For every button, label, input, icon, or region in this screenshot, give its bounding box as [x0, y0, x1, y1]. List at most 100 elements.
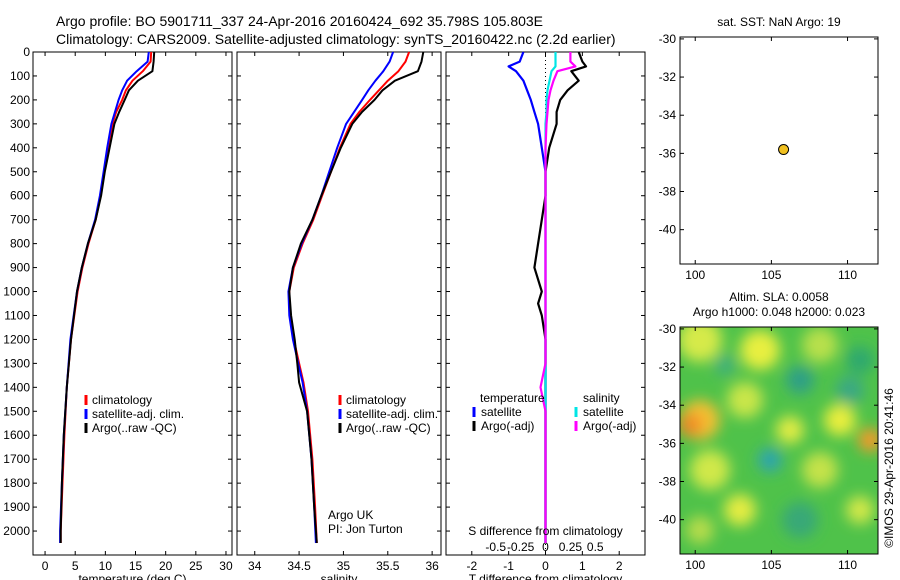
depth-tick-label: 1800 [3, 476, 30, 490]
depth-tick-label: 300 [10, 117, 30, 131]
depth-tick-label: 1400 [3, 380, 30, 394]
differences-legend-label: satellite [583, 405, 624, 419]
heatmap-base [680, 327, 878, 554]
position-xtick-label: 110 [838, 268, 857, 282]
differences-legend-header: temperature [480, 391, 545, 405]
differences-legend-header: salinity [583, 391, 620, 405]
salinity-xtick-label: 34.5 [287, 559, 311, 573]
depth-tick-label: 900 [10, 261, 30, 275]
heatmap-cell [802, 452, 838, 488]
heatmap-cell [680, 327, 722, 362]
depth-tick-label: 1900 [3, 500, 30, 514]
sla-ytick-label: -40 [659, 513, 677, 527]
heatmap-cell [690, 450, 730, 490]
plot-title-line2: Climatology: CARS2009. Satellite-adjuste… [56, 31, 616, 47]
heatmap-cell [782, 502, 818, 538]
heatmap-cell [802, 327, 838, 363]
temperature-legend-label: climatology [92, 393, 152, 407]
sla-ytick-label: -34 [659, 398, 677, 412]
salinity-legend-label: satellite-adj. clim. [346, 407, 438, 421]
heatmap-cell [724, 494, 756, 526]
temperature-legend-label: satellite-adj. clim. [92, 407, 184, 421]
salinity-series-1 [287, 51, 395, 544]
salinity-xlabel: salinity [321, 572, 358, 580]
temperature-xtick-label: 30 [219, 559, 233, 573]
depth-tick-label: 500 [10, 165, 30, 179]
differences-xtick-label: -2 [466, 559, 477, 573]
position-title: sat. SST: NaN Argo: 19 [717, 15, 841, 29]
temperature-xtick-label: 20 [159, 559, 173, 573]
heatmap-cell [836, 376, 864, 404]
heatmap-blobs [680, 327, 878, 544]
sla-heatmap [680, 327, 878, 554]
depth-tick-label: 0 [23, 45, 30, 59]
differences-xtick-label: 0 [542, 559, 549, 573]
depth-tick-label: 200 [10, 93, 30, 107]
differences-stick-label: -0.25 [507, 540, 535, 554]
heatmap-cell [686, 516, 714, 544]
position-ytick-label: -38 [659, 185, 677, 199]
position-xtick-label: 105 [761, 268, 781, 282]
differences-stick-label: 0.5 [587, 540, 604, 554]
heatmap-cell [776, 416, 804, 444]
position-ytick-label: -32 [659, 70, 677, 84]
temperature-series-0 [59, 51, 153, 543]
depth-tick-label: 1000 [3, 285, 30, 299]
salinity-annotation: PI: Jon Turton [328, 522, 403, 536]
depth-tick-label: 600 [10, 189, 30, 203]
salinity-legend-label: Argo(..raw -QC) [346, 421, 431, 435]
plot-title-line1: Argo profile: BO 5901711_337 24-Apr-2016… [56, 13, 544, 29]
heatmap-cell [758, 448, 782, 472]
differences-legend-label: satellite [481, 405, 522, 419]
depth-tick-label: 2000 [3, 524, 30, 538]
float-position-marker [778, 144, 790, 156]
sla-ytick-label: -38 [659, 475, 677, 489]
position-ytick-label: -30 [659, 32, 677, 46]
differences-legend-label: Argo(-adj) [583, 419, 636, 433]
heatmap-cell [846, 346, 874, 374]
depth-tick-label: 800 [10, 237, 30, 251]
salinity-xtick-label: 35 [337, 559, 351, 573]
temperature-xtick-label: 15 [129, 559, 143, 573]
depth-tick-label: 100 [10, 69, 30, 83]
temperature-xtick-label: 5 [72, 559, 79, 573]
differences-top-xlabel: S difference from climatology [468, 524, 623, 538]
depth-tick-label: 1700 [3, 452, 30, 466]
heatmap-cell [858, 428, 878, 452]
differences-legend-label: Argo(-adj) [481, 419, 534, 433]
position-xtick-label: 100 [685, 268, 705, 282]
differences-stick-label: -0.5 [485, 540, 506, 554]
heatmap-cell [740, 330, 780, 370]
depth-tick-label: 700 [10, 213, 30, 227]
salinity-series-2 [288, 51, 425, 544]
sla-xtick-label: 105 [761, 558, 781, 572]
sla-xtick-label: 100 [685, 558, 705, 572]
heatmap-cell [846, 496, 874, 524]
salinity-xtick-label: 35.5 [376, 559, 400, 573]
temperature-xtick-label: 10 [99, 559, 113, 573]
depth-tick-label: 1200 [3, 332, 30, 346]
depth-tick-label: 400 [10, 141, 30, 155]
differences-xtick-label: 2 [616, 559, 623, 573]
differences-stick-label: 0.25 [559, 540, 583, 554]
sla-ytick-label: -30 [659, 322, 677, 336]
salinity-annotation: Argo UK [328, 508, 373, 522]
temperature-series-2 [59, 51, 156, 543]
temperature-series-1 [59, 51, 150, 543]
differences-stick-label: 0 [542, 540, 549, 554]
salinity-axes-frame [236, 51, 442, 556]
temperature-xlabel: temperature (deg C) [78, 572, 186, 580]
heatmap-cell [727, 382, 763, 418]
depth-tick-label: 1500 [3, 404, 30, 418]
position-ytick-label: -34 [659, 108, 677, 122]
salinity-series-0 [288, 51, 411, 544]
sla-axes-frame [679, 326, 879, 555]
credit-label: ©IMOS 29-Apr-2016 20:41:46 [882, 388, 896, 548]
temperature-xtick-label: 25 [189, 559, 203, 573]
salinity-legend-label: climatology [346, 393, 406, 407]
heatmap-cell [786, 366, 814, 394]
differences-xtick-label: -1 [503, 559, 514, 573]
temperature-xtick-label: 0 [42, 559, 49, 573]
heatmap-cell [824, 404, 856, 436]
